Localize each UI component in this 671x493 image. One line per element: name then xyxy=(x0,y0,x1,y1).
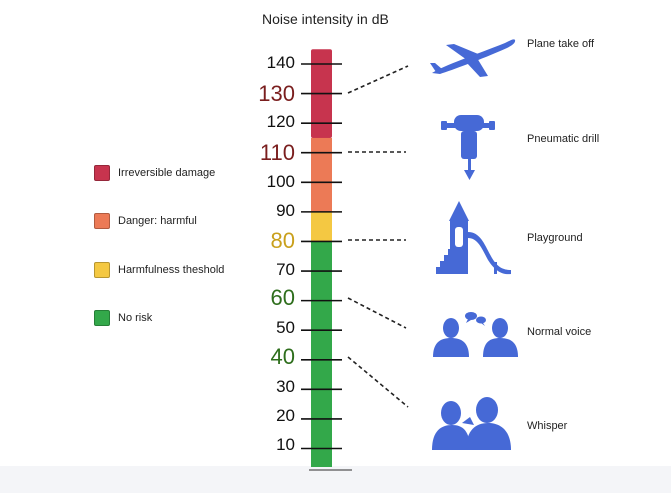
example-label-drill: Pneumatic drill xyxy=(527,133,600,145)
tick-label: 90 xyxy=(276,201,295,220)
legend-label: No risk xyxy=(118,312,153,324)
conversation-icon xyxy=(433,312,518,357)
tick-label: 120 xyxy=(267,112,295,131)
tick-label: 50 xyxy=(276,318,295,337)
example-label-whisper: Whisper xyxy=(527,420,568,432)
pneumatic-drill-icon xyxy=(441,115,495,180)
tick-label: 70 xyxy=(276,260,295,279)
legend-swatch xyxy=(94,165,110,181)
connector-whisper xyxy=(347,356,409,408)
legend-label: Irreversible damage xyxy=(118,167,216,179)
bar-segment-safe xyxy=(311,241,332,467)
legend-label: Danger: harmful xyxy=(118,215,197,227)
whisper-icon xyxy=(432,397,511,450)
legend-item-no-risk: No risk xyxy=(94,309,152,327)
tick-label-highlight: 80 xyxy=(271,228,295,253)
legend-swatch xyxy=(94,213,110,229)
playground-slide-icon xyxy=(436,201,511,275)
legend-label: Harmfulness theshold xyxy=(118,264,225,276)
tick-label-highlight: 60 xyxy=(271,285,295,310)
tick-label-highlight: 40 xyxy=(271,344,295,369)
tick-label-highlight: 110 xyxy=(260,140,295,165)
bar-segment-danger xyxy=(311,137,332,212)
example-label-voice: Normal voice xyxy=(527,326,592,338)
example-label-playground: Playground xyxy=(527,232,583,244)
connector-plane xyxy=(347,65,409,94)
tick-label-highlight: 130 xyxy=(258,81,295,106)
tick-label: 20 xyxy=(276,406,295,425)
diagram-title: Noise intensity in dB xyxy=(262,11,389,27)
legend-item-threshold: Harmfulness theshold xyxy=(94,261,224,279)
example-label-plane: Plane take off xyxy=(527,38,595,50)
tick-label: 30 xyxy=(276,377,295,396)
tick-label: 100 xyxy=(267,172,295,191)
connectors xyxy=(347,65,409,408)
airplane-icon xyxy=(430,39,516,77)
bar-segment-threshold xyxy=(311,211,332,242)
legend-swatch xyxy=(94,310,110,326)
tick-label: 140 xyxy=(267,53,295,72)
connector-voice xyxy=(347,297,407,329)
legend-item-danger: Danger: harmful xyxy=(94,212,197,230)
legend-item-irreversible: Irreversible damage xyxy=(94,164,215,182)
tick-label: 10 xyxy=(276,435,295,454)
legend-swatch xyxy=(94,262,110,278)
tick-marks xyxy=(301,63,342,450)
